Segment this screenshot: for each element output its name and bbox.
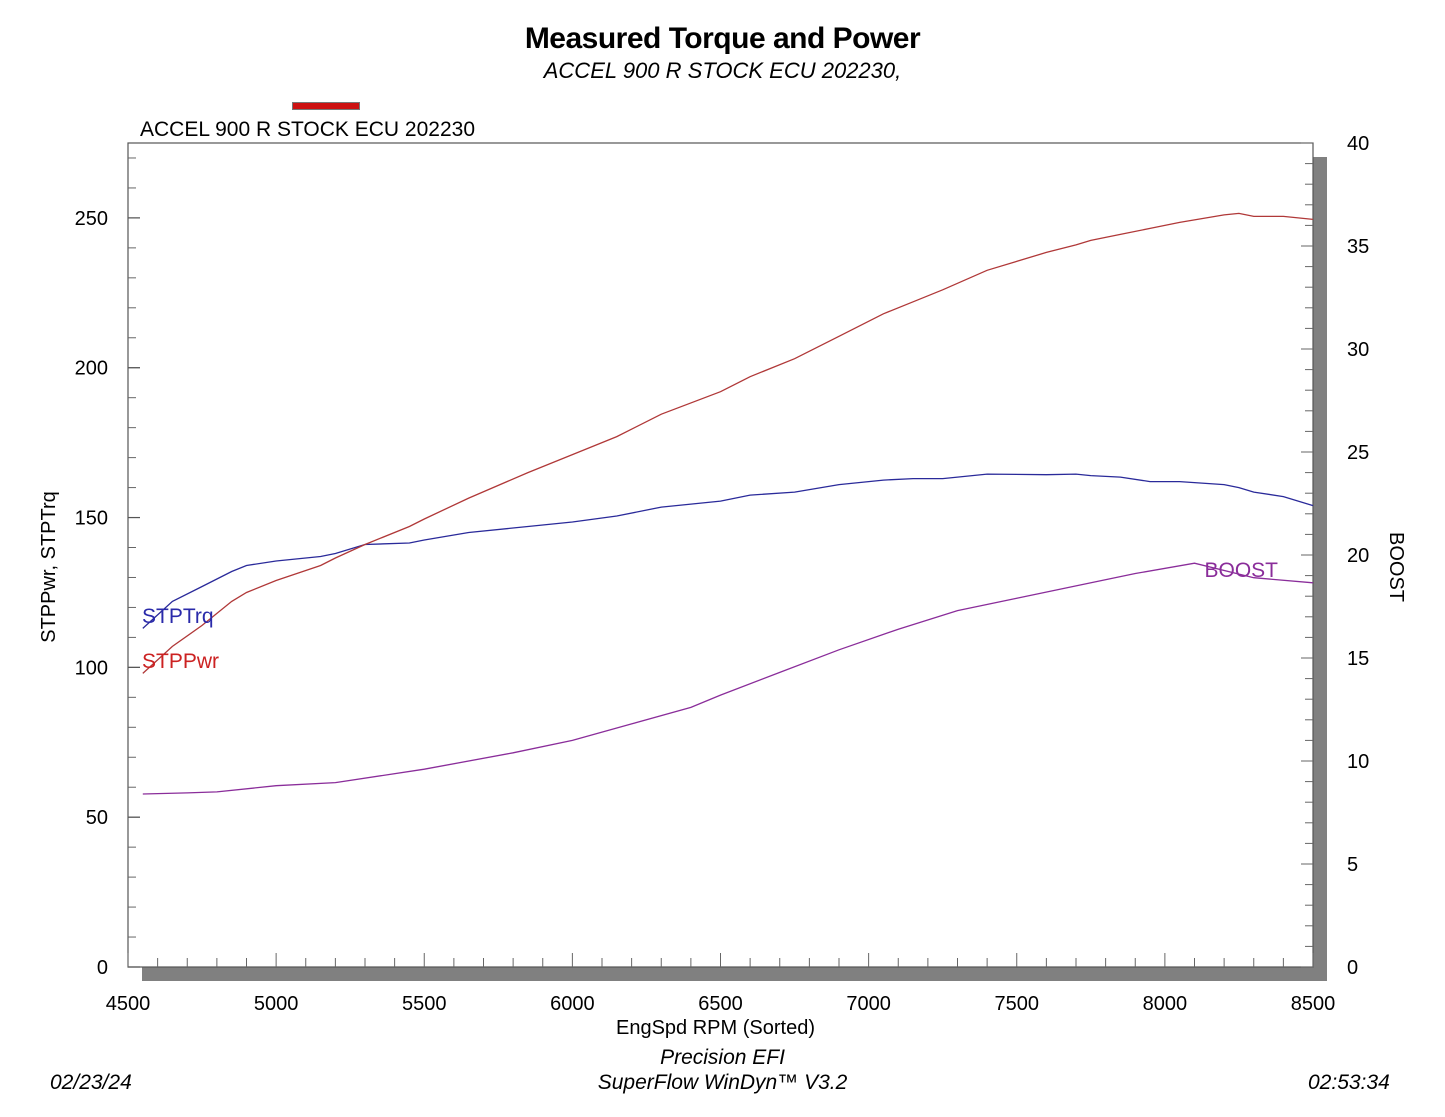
annotation-stppwr: STPPwr xyxy=(142,650,219,673)
y-right-tick-label: 40 xyxy=(1347,133,1369,155)
plot-shadow-bottom xyxy=(142,967,1327,981)
y-right-tick-label: 25 xyxy=(1347,442,1369,464)
x-tick-label: 6500 xyxy=(698,993,743,1015)
x-tick-label: 8000 xyxy=(1143,993,1188,1015)
plot-shadow-right xyxy=(1313,157,1327,981)
x-tick-label: 5000 xyxy=(254,993,299,1015)
x-tick-label: 7000 xyxy=(846,993,891,1015)
x-tick-label: 4500 xyxy=(106,993,151,1015)
footer-time: 02:53:34 xyxy=(1308,1071,1390,1094)
y-left-tick-label: 150 xyxy=(75,508,108,530)
y-right-tick-label: 5 xyxy=(1347,854,1358,876)
y-right-tick-label: 30 xyxy=(1347,339,1369,361)
y-left-tick-label: 200 xyxy=(75,358,108,380)
y-right-tick-label: 10 xyxy=(1347,751,1369,773)
y-left-axis-label: STPPwr, STPTrq xyxy=(38,491,60,643)
legend-label: ACCEL 900 R STOCK ECU 202230 xyxy=(140,118,475,141)
y-right-tick-label: 0 xyxy=(1347,957,1358,979)
annotation-boost: BOOST xyxy=(1204,559,1278,582)
footer-software: SuperFlow WinDyn™ V3.2 xyxy=(597,1071,848,1094)
chart-title: Measured Torque and Power xyxy=(524,22,921,55)
y-right-axis-label: BOOST xyxy=(1385,532,1407,602)
series-line-stptrq xyxy=(142,473,1314,629)
x-tick-label: 7500 xyxy=(995,993,1040,1015)
footer-date: 02/23/24 xyxy=(50,1071,132,1094)
y-left-tick-label: 0 xyxy=(97,957,108,979)
annotation-stptrq: STPTrq xyxy=(142,605,214,628)
x-tick-label: 8500 xyxy=(1291,993,1336,1015)
series-line-stppwr xyxy=(142,212,1314,674)
legend-swatch xyxy=(292,102,360,110)
plot-frame xyxy=(127,142,1314,968)
y-left-tick-label: 250 xyxy=(75,208,108,230)
x-axis-label: EngSpd RPM (Sorted) xyxy=(616,1017,815,1039)
series-line-boost xyxy=(142,562,1314,795)
chart-subtitle: ACCEL 900 R STOCK ECU 202230, xyxy=(543,58,902,83)
y-left-tick-label: 100 xyxy=(75,657,108,679)
x-tick-label: 6000 xyxy=(550,993,595,1015)
footer-brand: Precision EFI xyxy=(660,1046,785,1069)
y-right-tick-label: 20 xyxy=(1347,545,1369,567)
x-tick-label: 5500 xyxy=(402,993,447,1015)
y-right-tick-label: 35 xyxy=(1347,236,1369,258)
y-left-tick-label: 50 xyxy=(86,807,108,829)
y-right-tick-label: 15 xyxy=(1347,648,1369,670)
